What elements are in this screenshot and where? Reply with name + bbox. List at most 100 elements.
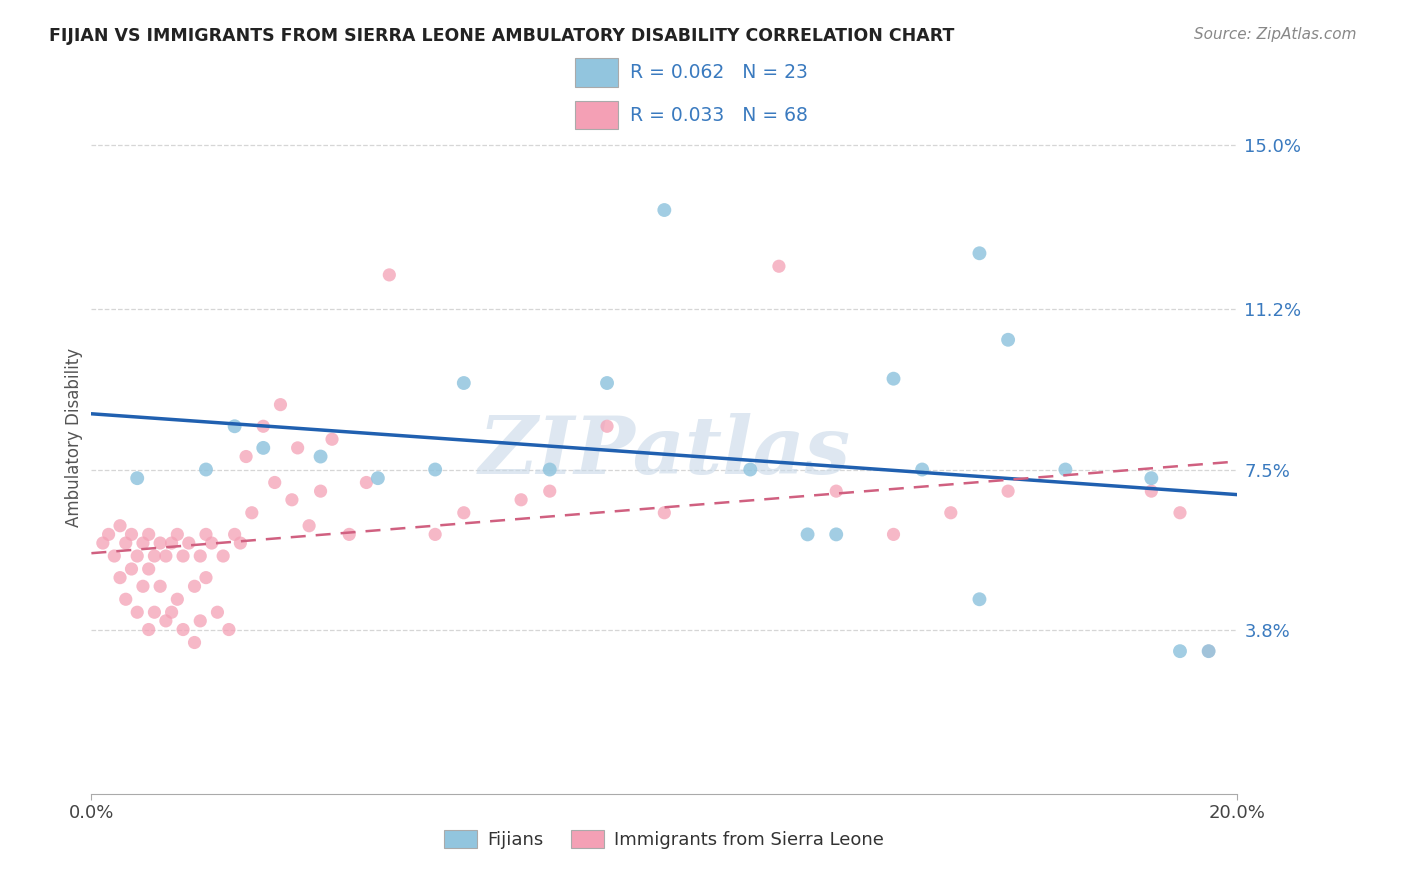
Text: FIJIAN VS IMMIGRANTS FROM SIERRA LEONE AMBULATORY DISABILITY CORRELATION CHART: FIJIAN VS IMMIGRANTS FROM SIERRA LEONE A… (49, 27, 955, 45)
Point (796, 527, 818, 541)
Point (188, 549, 211, 563)
Point (114, 592, 136, 607)
Point (143, 605, 166, 619)
Legend: Fijians, Immigrants from Sierra Leone: Fijians, Immigrants from Sierra Leone (437, 822, 891, 856)
Point (121, 527, 143, 541)
Point (356, 475, 378, 490)
Point (121, 562, 143, 576)
Point (132, 536, 155, 550)
Point (911, 462, 934, 476)
Point (281, 492, 304, 507)
Point (138, 562, 160, 576)
Point (188, 614, 211, 628)
Point (127, 471, 149, 485)
Point (1168, 506, 1191, 520)
Point (240, 506, 263, 520)
Point (224, 527, 246, 541)
Point (337, 527, 360, 541)
Point (825, 527, 848, 541)
Point (103, 549, 125, 563)
Bar (575, 58, 619, 87)
Point (108, 571, 131, 585)
Y-axis label: Ambulatory Disability: Ambulatory Disability (65, 348, 83, 526)
Point (538, 484, 561, 499)
Point (201, 536, 224, 550)
Point (155, 549, 177, 563)
Point (194, 527, 217, 541)
Point (596, 419, 619, 434)
Point (882, 527, 904, 541)
Point (423, 462, 446, 476)
Point (538, 462, 561, 476)
Point (177, 536, 200, 550)
Point (97, 527, 120, 541)
Point (138, 527, 160, 541)
Point (207, 605, 229, 619)
Text: R = 0.062   N = 23: R = 0.062 N = 23 (630, 62, 808, 82)
Point (1140, 471, 1163, 485)
Point (287, 441, 309, 455)
Point (309, 450, 332, 464)
Point (160, 605, 183, 619)
Point (321, 432, 343, 446)
Point (825, 484, 848, 499)
Point (108, 518, 131, 533)
Point (127, 549, 149, 563)
Point (166, 592, 188, 607)
Point (740, 462, 762, 476)
Point (172, 549, 194, 563)
Point (652, 506, 675, 520)
Point (263, 475, 285, 490)
Point (882, 372, 904, 386)
Point (997, 484, 1019, 499)
Point (378, 268, 401, 282)
Text: Source: ZipAtlas.com: Source: ZipAtlas.com (1194, 27, 1357, 42)
Point (194, 571, 217, 585)
Point (768, 259, 790, 273)
Point (218, 623, 240, 637)
Point (969, 592, 991, 607)
Point (298, 518, 321, 533)
Point (91, 536, 114, 550)
Point (309, 484, 332, 499)
Text: ZIPatlas: ZIPatlas (478, 413, 851, 490)
Point (143, 549, 166, 563)
Point (252, 419, 274, 434)
Point (160, 536, 183, 550)
Point (149, 536, 172, 550)
Point (114, 536, 136, 550)
Point (183, 579, 205, 593)
Point (183, 635, 205, 649)
Point (596, 376, 619, 390)
Point (269, 398, 291, 412)
Point (1198, 644, 1220, 658)
Point (453, 506, 475, 520)
Point (1168, 644, 1191, 658)
Point (367, 471, 389, 485)
Point (939, 506, 962, 520)
Point (166, 527, 188, 541)
Point (423, 527, 446, 541)
Point (212, 549, 235, 563)
Point (149, 579, 172, 593)
Point (252, 441, 274, 455)
Text: R = 0.033   N = 68: R = 0.033 N = 68 (630, 105, 808, 125)
Point (172, 623, 194, 637)
Point (224, 419, 246, 434)
Point (138, 623, 160, 637)
Point (510, 492, 533, 507)
Point (127, 605, 149, 619)
Point (652, 202, 675, 217)
Point (969, 246, 991, 260)
Point (1054, 462, 1077, 476)
Bar (575, 101, 619, 129)
Point (229, 536, 252, 550)
Point (132, 579, 155, 593)
Point (1140, 484, 1163, 499)
Point (453, 376, 475, 390)
Point (155, 614, 177, 628)
Point (235, 450, 257, 464)
Point (997, 333, 1019, 347)
Point (1198, 644, 1220, 658)
Point (194, 462, 217, 476)
